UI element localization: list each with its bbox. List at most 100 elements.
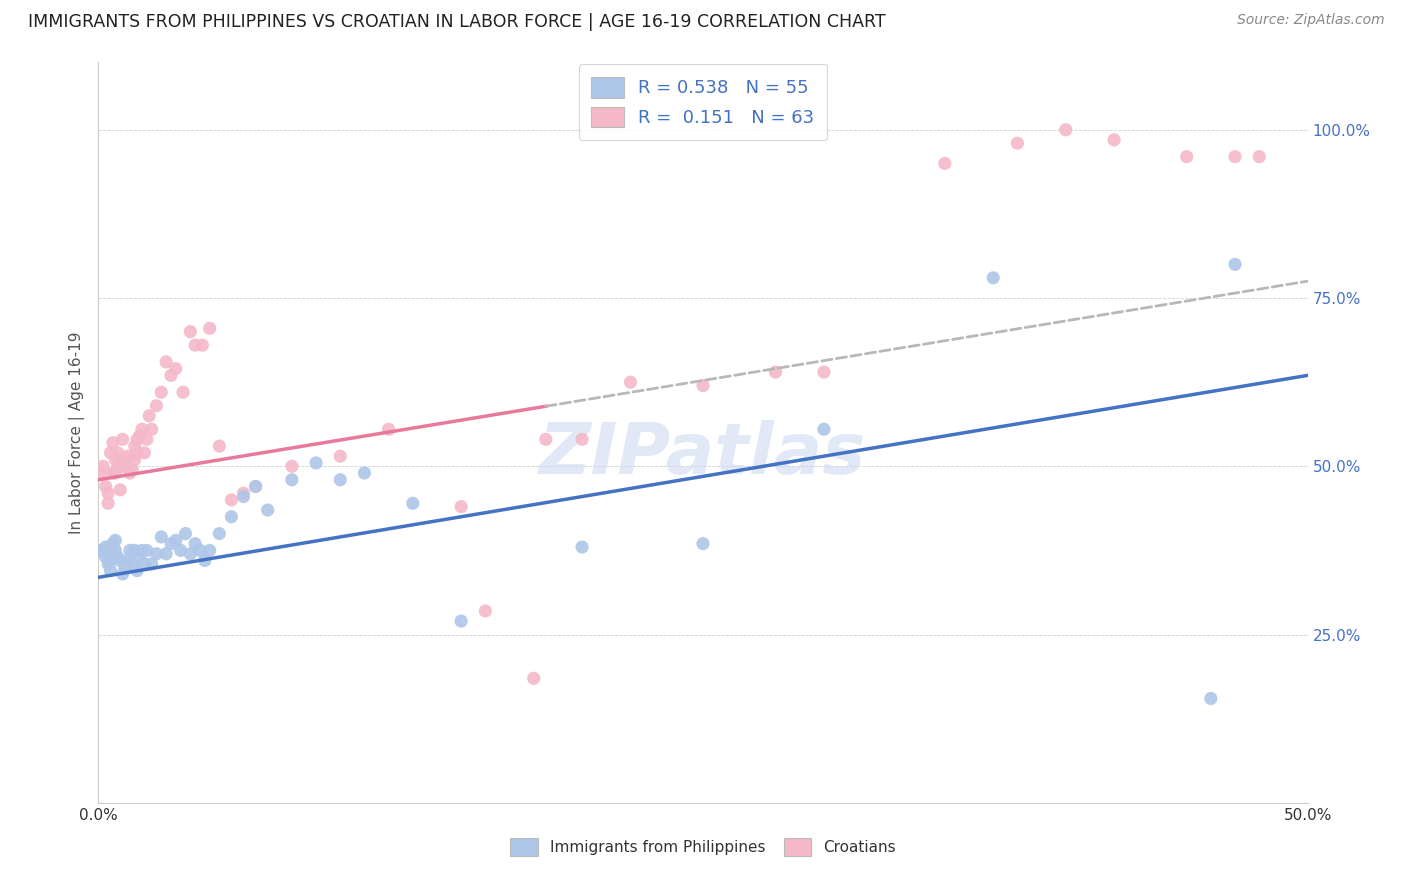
Point	[117, 553, 139, 567]
Point	[198, 321, 221, 335]
Point	[172, 385, 194, 400]
Point	[377, 422, 399, 436]
Point	[124, 439, 146, 453]
Point	[90, 466, 112, 480]
Point	[101, 536, 124, 550]
Point	[121, 557, 143, 571]
Point	[104, 533, 127, 548]
Point	[1054, 122, 1077, 136]
Point	[692, 378, 714, 392]
Point	[97, 557, 120, 571]
Point	[208, 439, 231, 453]
Point	[184, 536, 207, 550]
Point	[118, 466, 141, 480]
Point	[165, 361, 187, 376]
Point	[135, 543, 157, 558]
Point	[91, 459, 114, 474]
Point	[221, 492, 243, 507]
Point	[114, 560, 136, 574]
Point	[128, 429, 150, 443]
Point	[107, 459, 129, 474]
Point	[111, 566, 134, 581]
Point	[108, 553, 131, 567]
Point	[124, 543, 146, 558]
Point	[813, 422, 835, 436]
Point	[281, 459, 304, 474]
Point	[127, 446, 149, 460]
Point	[245, 479, 267, 493]
Point	[813, 365, 835, 379]
Point	[353, 466, 375, 480]
Point	[281, 473, 304, 487]
Point	[450, 500, 472, 514]
Point	[155, 547, 177, 561]
Point	[232, 490, 254, 504]
Point	[131, 422, 153, 436]
Point	[100, 564, 122, 578]
Point	[150, 530, 173, 544]
Point	[150, 385, 173, 400]
Point	[135, 433, 157, 447]
Text: ZIPatlas: ZIPatlas	[540, 420, 866, 490]
Legend: Immigrants from Philippines, Croatians: Immigrants from Philippines, Croatians	[503, 832, 903, 862]
Point	[145, 547, 167, 561]
Point	[450, 614, 472, 628]
Point	[1223, 257, 1246, 271]
Point	[107, 550, 129, 565]
Point	[523, 671, 546, 685]
Point	[155, 355, 177, 369]
Point	[124, 452, 146, 467]
Point	[101, 466, 124, 480]
Point	[934, 156, 956, 170]
Point	[141, 422, 163, 436]
Point	[198, 543, 221, 558]
Point	[145, 399, 167, 413]
Point	[160, 536, 183, 550]
Point	[208, 526, 231, 541]
Point	[134, 446, 156, 460]
Text: Source: ZipAtlas.com: Source: ZipAtlas.com	[1237, 13, 1385, 28]
Point	[765, 365, 787, 379]
Point	[1199, 691, 1222, 706]
Point	[108, 483, 131, 497]
Point	[232, 486, 254, 500]
Point	[329, 473, 352, 487]
Point	[474, 604, 496, 618]
Point	[94, 540, 117, 554]
Point	[111, 433, 134, 447]
Point	[1223, 150, 1246, 164]
Point	[221, 509, 243, 524]
Point	[1175, 150, 1198, 164]
Point	[191, 338, 214, 352]
Point	[117, 449, 139, 463]
Point	[534, 433, 557, 447]
Point	[245, 479, 267, 493]
Point	[121, 462, 143, 476]
Point	[138, 409, 160, 423]
Point	[184, 338, 207, 352]
Point	[1007, 136, 1029, 151]
Point	[174, 526, 197, 541]
Point	[127, 564, 149, 578]
Point	[97, 486, 120, 500]
Point	[188, 543, 211, 558]
Point	[101, 547, 124, 561]
Point	[101, 435, 124, 450]
Point	[169, 543, 191, 558]
Point	[329, 449, 352, 463]
Point	[97, 547, 120, 561]
Point	[131, 543, 153, 558]
Point	[117, 459, 139, 474]
Point	[1102, 133, 1125, 147]
Point	[141, 557, 163, 571]
Point	[402, 496, 425, 510]
Text: IMMIGRANTS FROM PHILIPPINES VS CROATIAN IN LABOR FORCE | AGE 16-19 CORRELATION C: IMMIGRANTS FROM PHILIPPINES VS CROATIAN …	[28, 13, 886, 31]
Point	[100, 553, 122, 567]
Point	[179, 325, 201, 339]
Point	[981, 270, 1004, 285]
Point	[90, 543, 112, 558]
Point	[305, 456, 328, 470]
Point	[94, 550, 117, 565]
Point	[104, 452, 127, 467]
Point	[94, 479, 117, 493]
